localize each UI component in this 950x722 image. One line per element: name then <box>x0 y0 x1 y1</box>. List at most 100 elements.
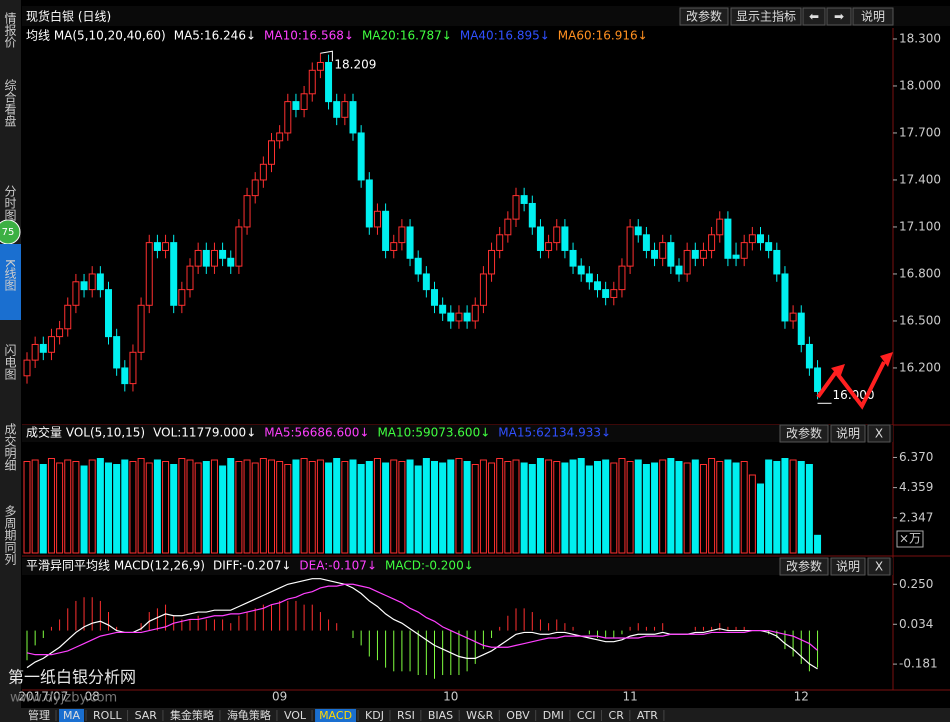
tab[interactable]: KDJ <box>365 709 384 722</box>
button[interactable] <box>679 7 729 26</box>
button-label[interactable]: ➡ <box>834 10 844 24</box>
candle-body <box>602 289 610 298</box>
button-label[interactable]: 显示主指标 <box>736 9 796 24</box>
x-tick-label: 10 <box>443 690 458 704</box>
tab[interactable]: 海龟策略 <box>227 708 271 722</box>
tab-active[interactable] <box>59 709 85 722</box>
legend-entry: MA5:56686.600↓ <box>264 426 369 440</box>
candle-body <box>479 273 487 306</box>
volume-bar <box>333 458 341 554</box>
sidebar-item[interactable]: 多周期同列 <box>3 505 17 565</box>
tab[interactable]: ATR <box>637 709 658 722</box>
volume-bar <box>447 459 455 554</box>
volume-bar <box>463 461 471 554</box>
button-label[interactable]: 改参数 <box>686 9 722 24</box>
tab[interactable]: 集金策略 <box>170 708 214 722</box>
volume-bar <box>406 459 414 554</box>
sidebar-item[interactable]: 闪电图 <box>3 344 17 380</box>
legend-entry: MA60:16.916↓ <box>558 29 648 43</box>
volume-bar <box>398 461 406 554</box>
tab-bar <box>0 708 950 722</box>
button-label[interactable]: 改参数 <box>786 426 822 441</box>
button[interactable] <box>852 7 894 26</box>
volume-bar <box>390 459 398 554</box>
volume-bar <box>765 459 773 554</box>
candle-body <box>47 336 55 353</box>
button[interactable] <box>730 7 802 26</box>
tab[interactable]: DMI <box>543 709 564 722</box>
button-label[interactable]: X <box>875 427 883 441</box>
volume-bar <box>545 459 553 554</box>
candle-body <box>691 249 699 259</box>
volume-bar <box>634 459 642 554</box>
button[interactable] <box>830 557 866 576</box>
button-label[interactable]: 说明 <box>836 426 860 441</box>
volume-bar <box>105 462 112 554</box>
tab[interactable]: SAR <box>135 709 158 722</box>
candle-body <box>268 140 275 165</box>
candle-body <box>781 273 789 322</box>
sidebar-item[interactable]: 综合看盘 <box>3 79 17 127</box>
unit-box <box>896 530 924 548</box>
button-label[interactable]: 说明 <box>861 9 885 24</box>
button[interactable] <box>779 557 829 576</box>
button[interactable] <box>867 557 891 576</box>
volume-bar <box>740 461 748 554</box>
tab[interactable]: OBV <box>506 709 530 722</box>
candle-body <box>757 234 764 244</box>
volume-bar <box>316 459 324 554</box>
button-label[interactable]: 说明 <box>836 559 860 574</box>
candle-body <box>194 249 202 267</box>
candle-body <box>439 304 447 314</box>
button-label[interactable]: ⬅ <box>809 10 819 24</box>
candle-body <box>162 242 170 251</box>
candle-body <box>382 210 390 251</box>
tab[interactable]: W&R <box>466 709 493 722</box>
tab[interactable]: ROLL <box>93 709 122 722</box>
tab[interactable]: CR <box>609 709 625 722</box>
volume-bar <box>561 462 569 554</box>
button-label[interactable]: X <box>875 560 883 574</box>
volume-bar <box>488 462 496 554</box>
candle-body <box>740 242 748 259</box>
volume-bar <box>781 458 789 554</box>
tab[interactable]: CCI <box>577 709 596 722</box>
candle-body <box>553 226 561 244</box>
candle-body <box>333 101 341 118</box>
candle-body <box>357 132 365 181</box>
tab[interactable]: BIAS <box>428 709 453 722</box>
candle-body <box>561 226 569 251</box>
candle-body <box>210 249 218 267</box>
annotation: 18.209 <box>334 58 376 72</box>
candle-body <box>72 281 80 306</box>
button[interactable] <box>802 7 826 26</box>
sidebar-item[interactable]: K线图 <box>3 259 17 291</box>
volume-bar <box>602 459 610 554</box>
button[interactable] <box>779 424 829 443</box>
button[interactable] <box>826 7 852 26</box>
volume-bar <box>259 458 267 554</box>
legend-entry: DIFF:-0.207↓ <box>213 559 291 573</box>
volume-bar <box>186 459 194 554</box>
candle-body <box>585 273 593 283</box>
tab[interactable]: 管理 <box>28 708 50 722</box>
volume-bar <box>422 458 430 554</box>
volume-bar <box>276 461 284 554</box>
sidebar-item[interactable]: 成交明细 <box>3 423 17 471</box>
tab[interactable]: RSI <box>397 709 415 722</box>
unit-label: ×万 <box>899 532 921 546</box>
button-label[interactable]: 改参数 <box>786 559 822 574</box>
volume-bar <box>520 462 528 554</box>
button[interactable] <box>830 424 866 443</box>
sidebar-item[interactable]: 情报价 <box>3 12 17 48</box>
tab[interactable]: VOL <box>284 709 307 722</box>
button[interactable] <box>867 424 891 443</box>
tab-active[interactable] <box>315 709 357 722</box>
tab[interactable]: MACD <box>319 709 352 722</box>
candle-body <box>496 234 504 251</box>
tab[interactable]: MA <box>63 709 80 722</box>
sidebar-item[interactable]: 分时图 <box>3 185 17 221</box>
y-tick-label: 17.400 <box>899 172 941 186</box>
candle-body <box>88 273 96 291</box>
volume-bar <box>284 464 292 554</box>
